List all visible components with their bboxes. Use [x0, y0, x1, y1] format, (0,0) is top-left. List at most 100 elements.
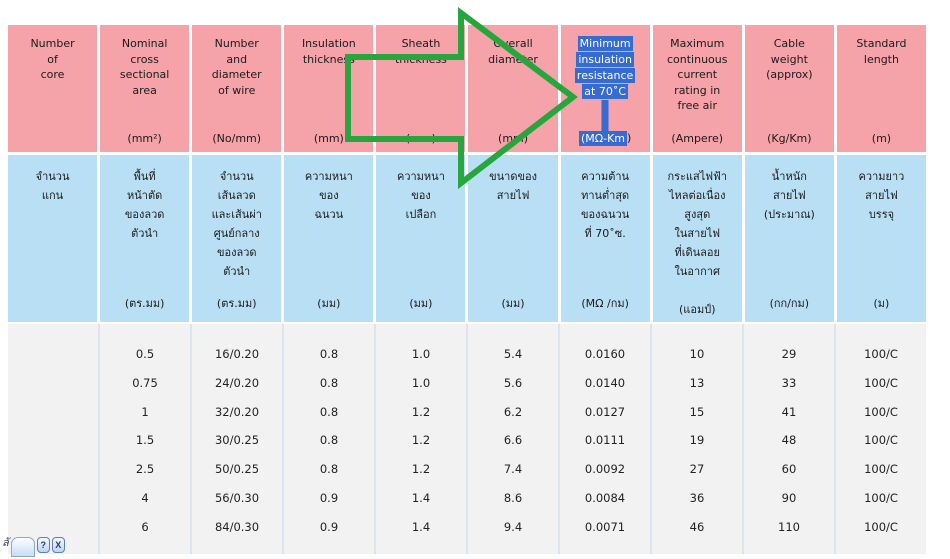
data-cell-r7-nominal-cross-sectional-area: 6: [141, 519, 149, 534]
header-line: area: [132, 83, 157, 97]
data-cell-r7-max-continuous-current: 46: [689, 519, 705, 534]
data-cell-r1-insulation-thickness: 0.8: [319, 347, 339, 361]
header-line: cross: [130, 52, 159, 66]
data-cell-r7-min-insulation-resistance: 0.0071: [584, 519, 626, 534]
header-text-th: จำนวน แกน: [35, 170, 70, 202]
header-unit: (No/mm): [212, 131, 262, 145]
data-cell-r7-sheath-thickness: 1.4: [411, 519, 431, 534]
header-text: Insulation thickness: [286, 36, 371, 67]
data-cell-r2-number-of-core: [8, 369, 98, 398]
header-line: rating in: [674, 83, 721, 97]
header-cell-th-insulation-thickness: ความหนา ของ ฉนวน (มม): [284, 155, 374, 322]
selected-text: insulation: [576, 52, 634, 67]
data-cell-r3-sheath-thickness: 1.2: [411, 404, 431, 419]
data-cell-r6-standard-length: 100/C: [864, 490, 898, 505]
header-unit: (mm): [498, 131, 529, 145]
header-line: at 70˚C: [563, 83, 648, 99]
data-cell-r4-number-of-core: [8, 426, 98, 455]
data-column-number-of-core: [8, 324, 98, 554]
header-unit: (MΩ-Km): [563, 130, 648, 146]
pen-ink-icon: ลั: [2, 536, 9, 549]
data-cell-r2-number-and-diameter-of-wire: 24/0.20: [214, 375, 260, 390]
data-cell-r5-number-and-diameter-of-wire: 50/0.25: [214, 462, 260, 477]
header-unit-th: (กก/กม): [769, 297, 810, 310]
data-cell-r6-overall-diameter: 8.6: [503, 490, 523, 505]
header-cell-en-max-continuous-current: Maximum continuous current rating in free ai…: [652, 25, 742, 152]
data-cell-r5-cable-weight: 60: [781, 462, 797, 477]
data-cell-r2-min-insulation-resistance: 0.0140: [584, 375, 626, 390]
spec-table: Number of core Nominal cross sectional area (mm…: [8, 25, 926, 554]
unit-rest: ): [627, 131, 632, 145]
close-button[interactable]: X: [51, 537, 65, 553]
data-column-standard-length: 100/C 100/C 100/C 100/C 100/C 100/C 100/C: [836, 324, 926, 554]
header-line: core: [40, 68, 65, 81]
data-cell-r5-number-of-core: [8, 455, 98, 484]
data-cell-r4-overall-diameter: 6.6: [503, 433, 523, 448]
data-column-insulation-thickness: 0.8 0.8 0.8 0.8 0.8 0.9 0.9: [284, 324, 374, 554]
header-unit: (m): [871, 131, 892, 145]
data-cell-r6-max-continuous-current: 36: [689, 490, 705, 505]
data-cell-r3-overall-diameter: 6.2: [503, 404, 523, 419]
data-cell-r2-max-continuous-current: 13: [689, 375, 705, 390]
header-unit: (Ampere): [671, 131, 724, 145]
data-cell-r4-sheath-thickness: 1.2: [411, 433, 431, 448]
header-cell-th-number-of-core: จำนวน แกน: [8, 155, 98, 322]
header-cell-en-sheath-thickness: Sheath thickness (mm): [376, 25, 466, 152]
language-bar: ลั ? X: [2, 537, 74, 559]
data-cell-r5-standard-length: 100/C: [864, 462, 898, 477]
header-row-thai: จำนวน แกน พื้นที่ หน้าตัด ของลวด ตัวนำ (ตร…: [8, 155, 926, 322]
header-cell-th-min-insulation-resistance: ความต้าน ทานต่ำสุด ของฉนวน ที่ 70˚ซ. (MΩ …: [560, 155, 650, 322]
data-column-nominal-cross-sectional-area: 0.5 0.75 1 1.5 2.5 4 6: [100, 324, 190, 554]
header-line: Cable: [773, 37, 805, 50]
header-text: Nominal cross sectional area: [102, 36, 187, 98]
header-unit-th: (ตร.มม): [216, 297, 257, 310]
data-cell-r3-insulation-thickness: 0.8: [319, 404, 339, 419]
header-line: Insulation: [301, 37, 356, 50]
data-cell-r5-sheath-thickness: 1.2: [411, 462, 431, 477]
header-text: Overall diameter: [470, 36, 555, 67]
header-text: Minimum insulation resistance at 70˚C: [563, 36, 648, 99]
header-line: of: [47, 52, 58, 66]
data-cell-r5-nominal-cross-sectional-area: 2.5: [135, 462, 155, 477]
data-cell-r4-min-insulation-resistance: 0.0111: [584, 433, 626, 448]
header-text-th: ความหนา ของ ฉนวน: [304, 170, 353, 221]
data-cell-r6-nominal-cross-sectional-area: 4: [141, 490, 149, 505]
header-cell-th-number-and-diameter-of-wire: จำนวน เส้นลวด และเส้นผ่า ศูนย์กลาง ของลว…: [192, 155, 282, 322]
header-line: Number: [30, 37, 75, 50]
data-cell-r4-cable-weight: 48: [781, 433, 797, 448]
data-cell-r1-overall-diameter: 5.4: [503, 347, 523, 361]
data-cell-r6-number-and-diameter-of-wire: 56/0.30: [214, 490, 260, 505]
header-cell-th-nominal-cross-sectional-area: พื้นที่ หน้าตัด ของลวด ตัวนำ (ตร.มม): [100, 155, 190, 322]
header-unit-th: (ตร.มม): [124, 297, 165, 310]
header-text-th: ความต้าน ทานต่ำสุด ของฉนวน ที่ 70˚ซ.: [581, 170, 630, 240]
data-column-max-continuous-current: 10 13 15 19 27 36 46: [652, 324, 742, 554]
header-text-th: กระแสไฟฟ้า ไหลต่อเนื่อง สูงสุด ในสายไฟ ท…: [667, 170, 728, 316]
header-line: (approx): [766, 68, 813, 81]
header-line: Maximum: [670, 37, 725, 50]
data-cell-r2-cable-weight: 33: [781, 375, 797, 390]
data-cell-r4-number-and-diameter-of-wire: 30/0.25: [214, 433, 260, 448]
header-text: Maximum continuous current rating in free ai…: [655, 36, 740, 114]
data-column-overall-diameter: 5.4 5.6 6.2 6.6 7.4 8.6 9.4: [468, 324, 558, 554]
data-cell-r5-max-continuous-current: 27: [689, 462, 705, 477]
header-line: sectional: [119, 68, 170, 81]
header-cell-en-standard-length: Standard length (m): [836, 25, 926, 152]
header-text: Cable weight (approx): [747, 36, 832, 83]
header-line: thickness: [394, 52, 447, 66]
header-unit-th: (MΩ /กม): [581, 297, 629, 310]
header-cell-th-overall-diameter: ขนาดของ สายไฟ (มม): [468, 155, 558, 322]
data-cell-r3-min-insulation-resistance: 0.0127: [584, 404, 626, 419]
data-cell-r4-standard-length: 100/C: [864, 433, 898, 448]
data-cell-r6-number-of-core: [8, 484, 98, 513]
data-cell-r7-overall-diameter: 9.4: [503, 519, 523, 534]
header-unit-th: (มม): [317, 297, 341, 310]
data-column-number-and-diameter-of-wire: 16/0.20 24/0.20 32/0.20 30/0.25 50/0.25 56/0.…: [192, 324, 282, 554]
data-cell-r2-overall-diameter: 5.6: [503, 375, 523, 390]
header-unit: (mm): [405, 131, 436, 145]
help-button[interactable]: ?: [36, 537, 50, 553]
selected-text: Minimum: [577, 36, 633, 52]
data-cell-r2-standard-length: 100/C: [864, 375, 898, 390]
data-cell-r4-nominal-cross-sectional-area: 1.5: [135, 433, 155, 448]
data-cell-r7-number-and-diameter-of-wire: 84/0.30: [214, 519, 260, 534]
header-unit-th: (มม): [501, 297, 525, 310]
